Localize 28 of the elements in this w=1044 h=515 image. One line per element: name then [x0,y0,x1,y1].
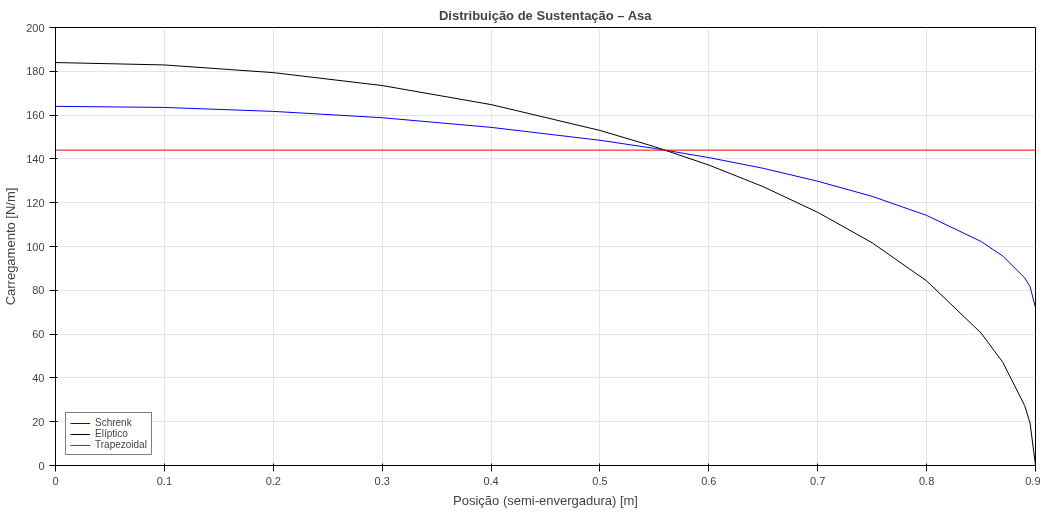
y-tick-label: 20 [32,415,45,428]
y-tick-label: 180 [26,65,45,78]
y-tick-label: 60 [32,328,45,341]
x-tick-label: 0.1 [156,474,173,487]
legend-label: Elíptico [95,428,128,439]
legend-label: Schrenk [95,417,132,428]
y-axis-title: Carregamento [N/m] [3,187,19,306]
x-tick-label: 0.5 [592,474,608,487]
x-tick-label: 0.3 [374,474,390,487]
x-axis-title: Posição (semi-envergadura) [m] [453,492,638,508]
x-tick-label: 0.9 [1025,474,1041,487]
x-tick-label: 0.6 [701,474,717,487]
x-tick-label: 0.2 [265,474,281,487]
legend-label: Trapezoidal [95,439,147,450]
x-tick-label: 0.8 [918,474,935,487]
y-tick-label: 40 [32,371,45,384]
y-tick-label: 120 [26,196,45,209]
y-tick-label: 0 [38,459,45,472]
y-tick-label: 80 [32,284,45,297]
x-tick-label: 0.4 [483,474,499,487]
y-tick-label: 200 [26,21,45,34]
x-tick-label: 0 [52,474,59,487]
chart-title: Distribuição de Sustentação – Asa [438,7,653,23]
x-tick-label: 0.7 [810,474,826,487]
y-tick-label: 160 [26,109,45,122]
y-tick-label: 140 [26,152,45,165]
line-series [55,105,1036,309]
y-tick-label: 100 [26,240,45,253]
